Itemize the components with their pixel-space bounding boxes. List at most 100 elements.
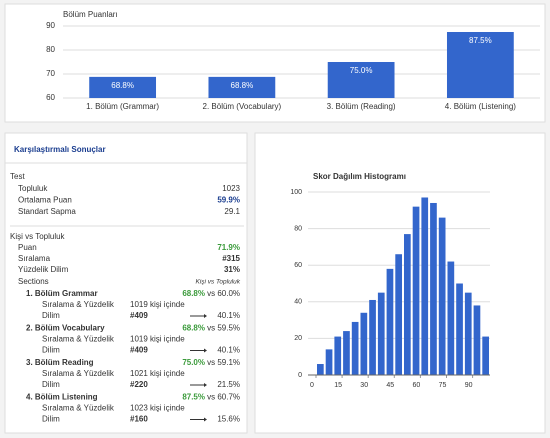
row-label: Standart Sapma xyxy=(18,207,76,216)
histogram-bar xyxy=(473,305,481,375)
y-tick-label: 100 xyxy=(290,189,302,196)
rank-of: 1023 kişi içinde xyxy=(130,404,185,413)
y-tick-label: 0 xyxy=(298,372,302,379)
y-tick-label: 40 xyxy=(294,299,302,306)
bar xyxy=(327,62,395,98)
value-label: 68.8% xyxy=(231,81,254,90)
row-value: 29.1 xyxy=(224,207,240,216)
dilim-label: Dilim xyxy=(42,380,60,389)
sections-note: Kişi vs Topluluk xyxy=(195,279,240,286)
rank-of: 1019 kişi içinde xyxy=(130,300,185,309)
y-tick-label: 90 xyxy=(46,21,55,30)
histogram-bar xyxy=(404,234,411,375)
x-tick-label: 3. Bölüm (Reading) xyxy=(327,102,396,111)
percentile: 21.5% xyxy=(217,380,240,389)
row-value: 1023 xyxy=(222,184,240,193)
group-label: Test xyxy=(10,172,25,181)
section-score: 68.8% xyxy=(182,324,205,333)
x-tick-label: 15 xyxy=(334,382,342,389)
x-tick-label: 1. Bölüm (Grammar) xyxy=(86,102,159,111)
histogram-bar xyxy=(334,336,342,375)
y-tick-label: 60 xyxy=(46,93,55,102)
section-score: 75.0% xyxy=(182,358,205,367)
value-label: 87.5% xyxy=(469,36,492,45)
rank: #220 xyxy=(130,380,148,389)
dilim-label: Dilim xyxy=(42,311,60,320)
rank-label: Sıralama & Yüzdelik xyxy=(42,369,115,378)
rank-label: Sıralama & Yüzdelik xyxy=(42,335,115,344)
histogram-bar xyxy=(464,292,472,375)
bar xyxy=(89,76,157,98)
rank: #409 xyxy=(130,346,148,355)
arrow-head xyxy=(204,348,207,353)
dilim-label: Dilim xyxy=(42,415,60,424)
x-tick-label: 2. Bölüm (Vocabulary) xyxy=(203,102,282,111)
section-score: 68.8% xyxy=(182,289,205,298)
section-compare: vs 59.1% xyxy=(207,358,240,367)
rank-of: 1019 kişi içinde xyxy=(130,335,185,344)
row-label: Ortalama Puan xyxy=(18,196,72,205)
percentile: 40.1% xyxy=(217,346,240,355)
section-compare: vs 60.0% xyxy=(207,289,240,298)
section-compare: vs 60.7% xyxy=(207,393,240,402)
histogram-bar xyxy=(325,349,333,375)
comparison-panel xyxy=(4,132,248,434)
histogram-bar xyxy=(412,206,420,375)
y-tick-label: 20 xyxy=(294,335,302,342)
percentile: 40.1% xyxy=(217,311,240,320)
bar xyxy=(446,32,514,98)
row-value: 59.9% xyxy=(217,196,240,205)
rank-label: Sıralama & Yüzdelik xyxy=(42,404,115,413)
arrow-head xyxy=(204,383,207,387)
dilim-label: Dilim xyxy=(42,346,60,355)
x-tick-label: 75 xyxy=(439,382,447,389)
value-label: 68.8% xyxy=(111,81,134,90)
x-tick-label: 90 xyxy=(465,382,473,389)
section-name: 3. Bölüm Reading xyxy=(26,358,94,367)
bar-title: Bölüm Puanları xyxy=(63,10,118,19)
x-tick-label: 60 xyxy=(413,382,421,389)
x-tick-label: 30 xyxy=(360,382,368,389)
rank-label: Sıralama & Yüzdelik xyxy=(42,300,115,309)
histogram-bar xyxy=(351,321,359,375)
section-score: 87.5% xyxy=(182,393,205,402)
histogram-bar xyxy=(395,254,402,375)
row-label: Yüzdelik Dilim xyxy=(18,265,69,274)
x-tick-label: 4. Bölüm (Listening) xyxy=(445,102,516,111)
row-label: Sıralama xyxy=(18,254,51,263)
row-value: 71.9% xyxy=(217,243,240,252)
histogram-bar xyxy=(447,261,455,375)
row-value: #315 xyxy=(222,254,240,263)
row-label: Puan xyxy=(18,243,37,252)
section-name: 2. Bölüm Vocabulary xyxy=(26,324,105,333)
histogram-bar xyxy=(317,364,324,375)
histogram-bar xyxy=(438,217,446,375)
arrow-head xyxy=(204,314,207,318)
section-name: 4. Bölüm Listening xyxy=(26,393,98,402)
rank: #160 xyxy=(130,415,148,424)
y-tick-label: 70 xyxy=(46,69,55,78)
value-label: 75.0% xyxy=(350,66,373,75)
histogram-bar xyxy=(369,299,376,375)
arrow-head xyxy=(204,417,207,422)
histogram-bar xyxy=(421,197,429,375)
comparison-title: Karşılaştırmalı Sonuçlar xyxy=(14,145,106,154)
histogram-bar xyxy=(430,202,437,375)
row-value: 31% xyxy=(224,265,240,274)
histogram-bar xyxy=(377,292,385,375)
histogram-bar xyxy=(343,331,350,375)
histogram-title: Skor Dağılım Histogramı xyxy=(313,172,406,181)
x-tick-label: 45 xyxy=(386,382,394,389)
y-tick-label: 80 xyxy=(294,225,302,232)
x-tick-label: 0 xyxy=(310,382,314,389)
rank: #409 xyxy=(130,311,148,320)
percentile: 15.6% xyxy=(217,415,240,424)
sections-label: Sections xyxy=(18,277,49,286)
section-name: 1. Bölüm Grammar xyxy=(26,289,98,298)
section-compare: vs 59.5% xyxy=(207,324,240,333)
group-label: Kişi vs Topluluk xyxy=(10,232,66,241)
y-tick-label: 80 xyxy=(46,45,55,54)
histogram-bar xyxy=(456,283,463,375)
